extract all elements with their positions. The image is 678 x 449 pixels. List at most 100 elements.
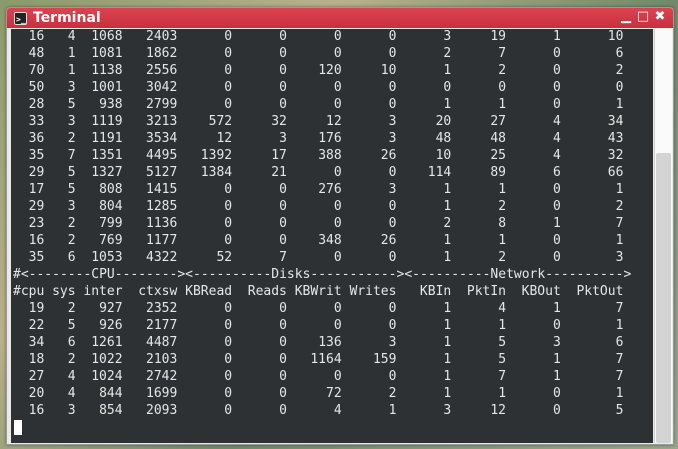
- cell: 0: [279, 182, 287, 197]
- cell: 0: [224, 318, 233, 333]
- title-bar[interactable]: >_ Terminal ▁ □ ✖: [7, 8, 673, 28]
- cell: 34: [607, 114, 624, 129]
- cell: 2103: [146, 352, 178, 367]
- table-row: 23 2 799 1136 0 0 0 0 2 8 1 7: [11, 216, 653, 233]
- column-header: PktIn: [466, 284, 507, 299]
- cell: 1384: [200, 165, 233, 180]
- cell: 52: [216, 250, 233, 265]
- cell: 8: [498, 216, 507, 231]
- cell: 3042: [146, 80, 178, 95]
- cell: 2: [67, 233, 76, 248]
- cell: 0: [552, 182, 561, 197]
- cell: 0: [388, 301, 397, 316]
- cell: 7: [498, 369, 507, 384]
- cell: 0: [333, 29, 342, 44]
- cell: 23: [28, 216, 45, 231]
- cell: 1: [443, 250, 452, 265]
- cell: 3: [443, 403, 452, 418]
- cell: 1: [615, 97, 624, 112]
- cell: 1: [443, 369, 452, 384]
- cell: 0: [552, 80, 561, 95]
- cell: 0: [388, 80, 397, 95]
- cell: 854: [99, 403, 123, 418]
- cell: 1: [498, 233, 507, 248]
- cell: 29: [28, 165, 45, 180]
- cell: 10: [607, 29, 624, 44]
- cell: 1285: [146, 199, 178, 214]
- cell: 26: [380, 233, 397, 248]
- cell: 0: [615, 80, 624, 95]
- cell: 120: [318, 63, 342, 78]
- table-row: 28 5 938 2799 0 0 0 0 1 1 0 1: [11, 97, 653, 114]
- cell: 938: [99, 97, 123, 112]
- cell: 0: [443, 80, 452, 95]
- cell: 2: [443, 216, 452, 231]
- cell: 0: [279, 386, 287, 401]
- cursor: [14, 420, 22, 435]
- cell: 27: [490, 114, 507, 129]
- cell: 0: [333, 97, 342, 112]
- cell: 1: [552, 369, 561, 384]
- cell: 0: [333, 301, 342, 316]
- table-row: 19 2 927 2352 0 0 0 0 1 4 1 7: [11, 301, 653, 318]
- prompt-line[interactable]: [11, 420, 653, 437]
- table-row: 35 7 1351 4495 1392 17 388 26 10 25 4 32: [11, 148, 653, 165]
- cell: 808: [99, 182, 123, 197]
- cell: 18: [28, 352, 45, 367]
- cell: 1: [615, 386, 624, 401]
- cell: 2403: [146, 29, 178, 44]
- cell: 572: [208, 114, 233, 129]
- cell: 7: [279, 250, 287, 265]
- cell: 1119: [91, 114, 123, 129]
- cell: 7: [67, 148, 76, 163]
- table-row: 35 6 1053 4322 52 7 0 0 1 2 0 3: [11, 250, 653, 267]
- column-header: inter: [83, 284, 123, 299]
- cell: 0: [552, 46, 561, 61]
- cell: 0: [388, 165, 397, 180]
- cell: 19: [490, 29, 507, 44]
- cell: 4487: [146, 335, 178, 350]
- minimize-icon[interactable]: ▁: [621, 9, 631, 24]
- cell: 10: [435, 148, 452, 163]
- terminal-output[interactable]: 16 4 1068 2403 0 0 0 0 3 19 1 10 48 1 1081 1862 0 0 0 0 2 7 0 6…: [11, 29, 653, 443]
- cell: 0: [279, 29, 287, 44]
- cell: 0: [333, 199, 342, 214]
- maximize-icon[interactable]: □: [636, 9, 650, 24]
- table-row: 29 5 1327 5127 1384 21 0 0 114 89 6 66: [11, 165, 653, 182]
- scrollbar-thumb[interactable]: [656, 153, 671, 443]
- table-row: 22 5 926 2177 0 0 0 0 1 1 0 1: [11, 318, 653, 335]
- cell: 7: [615, 369, 624, 384]
- cell: 1: [552, 301, 561, 316]
- cell: 12: [326, 114, 342, 129]
- cell: 0: [279, 369, 287, 384]
- close-icon[interactable]: ✖: [654, 9, 666, 24]
- cell: 3: [615, 250, 624, 265]
- cell: 50: [28, 80, 45, 95]
- table-row: 16 4 1068 2403 0 0 0 0 3 19 1 10: [11, 29, 653, 46]
- column-header: KBRead: [185, 284, 233, 299]
- cell: 1: [443, 318, 452, 333]
- cell: 0: [224, 403, 233, 418]
- cell: 2556: [146, 63, 178, 78]
- scrollbar[interactable]: [654, 29, 672, 443]
- cell: 0: [279, 63, 287, 78]
- cell: 43: [607, 131, 624, 146]
- cell: 276: [318, 182, 342, 197]
- cell: 4: [552, 114, 561, 129]
- cell: 3: [443, 29, 452, 44]
- cell: 4: [552, 148, 561, 163]
- table-row: 17 5 808 1415 0 0 276 3 1 1 0 1: [11, 182, 653, 199]
- cell: 1392: [200, 148, 233, 163]
- cell: 1: [615, 318, 624, 333]
- cell: 22: [28, 318, 45, 333]
- cell: 1: [498, 386, 507, 401]
- cell: 1327: [91, 165, 123, 180]
- cell: 5: [67, 182, 76, 197]
- cell: 3: [388, 182, 397, 197]
- cell: 0: [333, 216, 342, 231]
- cell: 1164: [310, 352, 342, 367]
- cell: 0: [333, 250, 342, 265]
- cell: 2: [388, 386, 397, 401]
- cell: 28: [28, 97, 45, 112]
- cell: 0: [224, 369, 233, 384]
